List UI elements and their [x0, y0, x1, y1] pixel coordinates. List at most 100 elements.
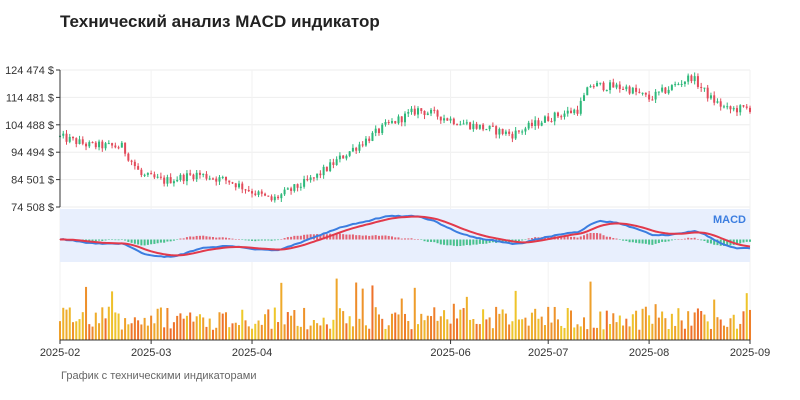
volume-bar [303, 307, 306, 340]
volume-bar [456, 318, 459, 340]
macd-histogram-bar [228, 238, 231, 240]
volume-bar [543, 325, 546, 340]
candle-body [355, 147, 358, 151]
macd-histogram-bar [124, 239, 127, 241]
macd-histogram-bar [211, 236, 214, 240]
volume-bar [371, 285, 374, 340]
volume-bar [299, 326, 302, 340]
candle-body [482, 124, 485, 130]
macd-histogram-bar [150, 239, 153, 245]
volume-bar [107, 306, 110, 340]
candle-body [651, 99, 654, 101]
volume-bar [342, 311, 345, 340]
candle-body [329, 162, 332, 171]
macd-histogram-bar [361, 235, 364, 240]
candle-body [654, 91, 657, 100]
macd-histogram-bar [648, 239, 651, 245]
volume-bar [88, 324, 91, 340]
volume-bar [332, 319, 335, 340]
candle-body [439, 116, 442, 121]
candle-body [351, 147, 354, 152]
macd-histogram-bar [644, 239, 647, 244]
candle-body [65, 133, 68, 142]
volume-bar [729, 318, 732, 340]
volume-bar [638, 329, 641, 340]
candle-body [413, 108, 416, 115]
macd-histogram-bar [417, 239, 420, 240]
candle-body [648, 94, 651, 100]
volume-bar [325, 324, 328, 340]
candle-body [586, 87, 589, 96]
candle-body [309, 177, 312, 181]
volume-bar [670, 313, 673, 340]
candle-body [680, 83, 683, 85]
volume-bar [244, 320, 247, 340]
volume-bar [277, 322, 280, 340]
volume-bar [579, 326, 582, 340]
volume-bar [596, 327, 599, 340]
macd-histogram-bar [631, 239, 634, 243]
volume-bar [130, 323, 133, 340]
candle-body [491, 125, 494, 127]
volume-bar [472, 318, 475, 340]
candle-body [514, 130, 517, 139]
candle-body [332, 162, 335, 165]
y-tick-label: 124 474 $ [5, 65, 54, 77]
volume-bar [748, 309, 752, 340]
candle-body [556, 112, 559, 117]
volume-bar [651, 323, 654, 340]
volume-bar [377, 314, 380, 340]
candle-body [120, 142, 123, 148]
volume-bar [732, 314, 735, 340]
macd-histogram-bar [449, 239, 452, 246]
macd-histogram-bar [602, 235, 605, 240]
candle-body [417, 108, 420, 115]
volume-bar [163, 327, 166, 340]
candle-body [748, 107, 752, 112]
volume-bar [599, 311, 602, 340]
candle-body [280, 194, 283, 199]
macd-histogram-bar [586, 233, 589, 240]
macd-histogram-bar [661, 239, 664, 242]
volume-bar [713, 299, 716, 340]
macd-histogram-bar [332, 234, 335, 240]
volume-bar [91, 326, 94, 340]
volume-bar [511, 321, 514, 340]
candle-body [371, 132, 374, 141]
volume-bar [716, 317, 719, 340]
macd-histogram-bar [469, 239, 472, 246]
y-tick-label: 104 488 $ [5, 120, 54, 132]
macd-histogram-bar [153, 239, 156, 244]
volume-bar [309, 325, 312, 340]
volume-bar [75, 321, 78, 340]
candle-body [524, 128, 527, 132]
volume-bar [452, 303, 455, 340]
candle-body [205, 173, 208, 179]
macd-histogram-bar [358, 235, 361, 240]
macd-histogram-bar [485, 239, 488, 244]
macd-histogram-bar [622, 239, 625, 241]
x-tick-label: 2025-08 [629, 347, 669, 359]
candle-body [192, 174, 195, 180]
candle-body [264, 193, 267, 196]
volume-bar [345, 323, 348, 340]
candle-body [247, 189, 250, 192]
candle-body [234, 183, 237, 188]
macd-histogram-bar [433, 239, 436, 243]
macd-histogram-bar [456, 239, 459, 247]
macd-histogram-bar [693, 237, 696, 240]
candle-body [361, 144, 364, 146]
candle-body [722, 106, 725, 108]
candle-body [641, 92, 644, 94]
volume-bar [176, 315, 179, 340]
macd-histogram-bar [364, 235, 367, 240]
volume-bar [446, 319, 449, 340]
candle-body [735, 108, 738, 113]
candle-body [169, 177, 172, 184]
macd-histogram-bar [478, 239, 481, 244]
candle-body [306, 178, 309, 181]
candle-body [576, 109, 579, 114]
volume-bar [172, 322, 175, 340]
macd-histogram-bar [482, 239, 485, 244]
volume-bar [439, 316, 442, 340]
